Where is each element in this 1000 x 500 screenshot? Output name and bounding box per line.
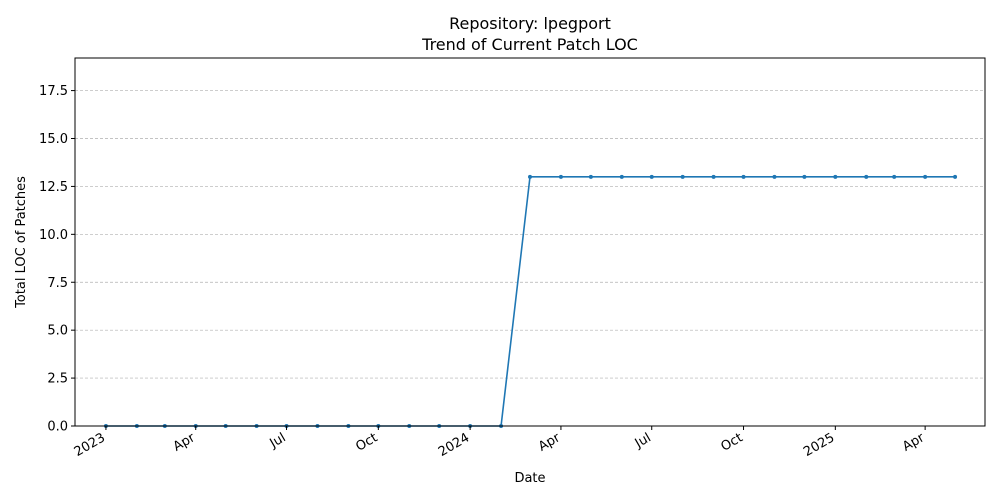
x-tick-label: Jul [267, 430, 289, 451]
data-point [741, 174, 746, 179]
x-tick-label: 2024 [436, 430, 472, 460]
x-tick-label: Oct [353, 430, 380, 454]
x-tick-label: Apr [171, 430, 199, 455]
data-point [892, 174, 897, 179]
y-tick-label: 0.0 [47, 420, 68, 435]
x-tick-label: 2023 [72, 430, 108, 460]
y-tick-label: 17.5 [39, 84, 68, 99]
chart-subtitle: Trend of Current Patch LOC [421, 35, 638, 54]
y-tick-label: 2.5 [47, 372, 68, 387]
x-tick-label: Apr [900, 430, 928, 455]
y-axis: 0.0 2.5 5.0 7.5 10.0 12.5 15.0 17.5 [39, 84, 75, 435]
y-axis-label: Total LOC of Patches [14, 176, 29, 309]
x-axis-label: Date [514, 471, 545, 486]
data-point [772, 174, 777, 179]
data-point [528, 174, 532, 179]
x-tick-label: Oct [719, 430, 746, 454]
y-tick-label: 12.5 [39, 180, 68, 195]
x-tick-label: 2025 [801, 430, 837, 460]
plot-frame [74, 57, 986, 427]
data-point [558, 174, 563, 179]
y-tick-label: 10.0 [39, 228, 68, 243]
y-tick-label: 7.5 [47, 276, 68, 291]
y-tick-label: 15.0 [39, 132, 68, 147]
data-point [680, 174, 685, 179]
y-gridlines [75, 90, 985, 379]
y-tick-label: 5.0 [47, 324, 68, 339]
data-point [649, 174, 654, 179]
x-axis: 2023 Apr Jul Oct 2024 Apr Jul Oct 2025 Apr [72, 426, 928, 460]
x-tick-label: Apr [536, 430, 564, 455]
data-point [588, 174, 593, 179]
data-point [619, 174, 624, 179]
data-point [833, 174, 838, 179]
plot-area [103, 174, 958, 428]
chart-title: Repository: lpegport [449, 14, 611, 33]
data-point [864, 174, 869, 179]
x-tick-label: Jul [632, 430, 654, 451]
data-point [953, 174, 958, 179]
series-line [105, 176, 956, 427]
data-point [923, 174, 928, 179]
data-point [802, 174, 807, 179]
data-point [711, 174, 716, 179]
